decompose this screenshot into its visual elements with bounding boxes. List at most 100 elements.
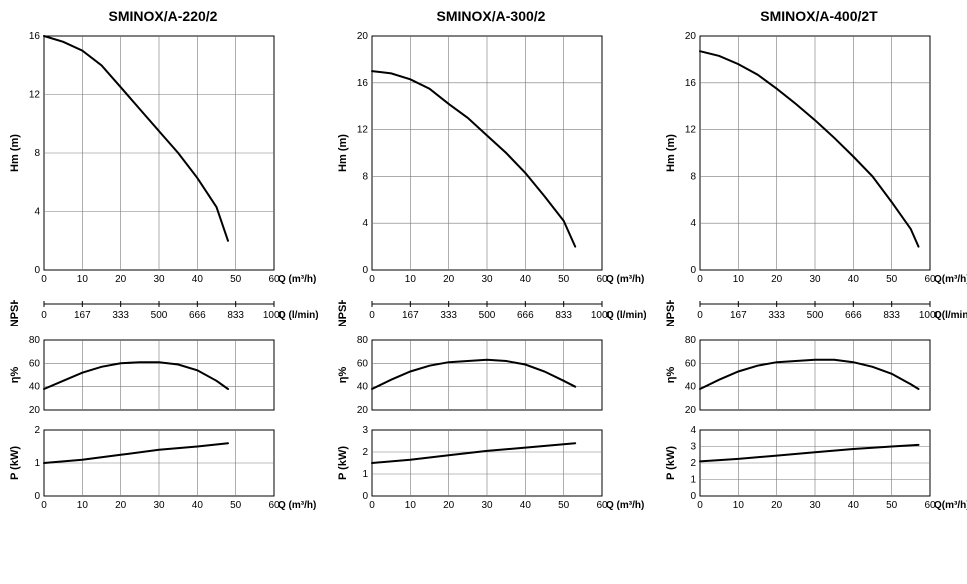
svg-text:666: 666 xyxy=(845,310,862,321)
svg-text:0: 0 xyxy=(690,491,696,502)
svg-text:833: 833 xyxy=(883,310,900,321)
svg-text:Hm (m): Hm (m) xyxy=(337,134,349,172)
svg-text:20: 20 xyxy=(357,31,369,42)
svg-text:16: 16 xyxy=(29,31,41,42)
svg-text:Q (m³/h): Q (m³/h) xyxy=(278,500,316,511)
svg-text:20: 20 xyxy=(29,405,41,416)
svg-text:Q(l/min): Q(l/min) xyxy=(934,310,967,321)
svg-text:0: 0 xyxy=(697,274,703,285)
power-chart: 012340102030405060P (kW)Q(m³/h) xyxy=(664,426,967,516)
svg-text:167: 167 xyxy=(730,310,747,321)
svg-text:833: 833 xyxy=(227,310,244,321)
svg-text:0: 0 xyxy=(697,310,703,321)
svg-text:10: 10 xyxy=(405,500,417,511)
svg-text:4: 4 xyxy=(362,218,368,229)
svg-text:50: 50 xyxy=(230,500,242,511)
svg-text:500: 500 xyxy=(151,310,168,321)
svg-text:50: 50 xyxy=(558,500,570,511)
svg-text:Q (l/min): Q (l/min) xyxy=(606,310,646,321)
svg-text:P (kW): P (kW) xyxy=(665,446,677,480)
pump-column: SMINOX/A-300/20481216200102030405060Hm (… xyxy=(336,8,646,526)
svg-text:10: 10 xyxy=(405,274,417,285)
svg-text:12: 12 xyxy=(685,125,697,136)
svg-text:666: 666 xyxy=(517,310,534,321)
svg-text:4: 4 xyxy=(690,218,696,229)
svg-text:50: 50 xyxy=(558,274,570,285)
svg-text:167: 167 xyxy=(74,310,91,321)
pump-title: SMINOX/A-300/2 xyxy=(336,8,646,24)
svg-text:833: 833 xyxy=(555,310,572,321)
svg-text:30: 30 xyxy=(481,500,493,511)
svg-text:80: 80 xyxy=(685,336,697,346)
svg-text:NPSH: NPSH xyxy=(337,300,349,326)
svg-text:40: 40 xyxy=(192,500,204,511)
svg-text:10: 10 xyxy=(733,500,745,511)
svg-text:12: 12 xyxy=(357,125,369,136)
svg-text:3: 3 xyxy=(362,426,368,436)
svg-text:40: 40 xyxy=(520,274,532,285)
hm-chart: 0481216200102030405060Hm (m)Q (m³/h) xyxy=(336,30,646,290)
svg-text:0: 0 xyxy=(369,310,375,321)
svg-text:20: 20 xyxy=(115,500,127,511)
svg-text:Q (m³/h): Q (m³/h) xyxy=(606,274,644,285)
svg-text:8: 8 xyxy=(690,171,696,182)
svg-text:10: 10 xyxy=(77,500,89,511)
svg-text:40: 40 xyxy=(192,274,204,285)
svg-text:20: 20 xyxy=(357,405,369,416)
svg-text:20: 20 xyxy=(771,274,783,285)
power-chart: 01230102030405060P (kW)Q (m³/h) xyxy=(336,426,646,516)
svg-text:50: 50 xyxy=(230,274,242,285)
svg-text:Hm (m): Hm (m) xyxy=(665,134,677,172)
svg-text:500: 500 xyxy=(807,310,824,321)
svg-text:0: 0 xyxy=(34,265,40,276)
svg-text:2: 2 xyxy=(690,458,696,469)
svg-text:Hm (m): Hm (m) xyxy=(9,134,21,172)
svg-text:8: 8 xyxy=(362,171,368,182)
npsh-axis: 01673335006668331000NPSHQ (l/min) xyxy=(336,300,646,326)
svg-text:50: 50 xyxy=(886,500,898,511)
svg-text:0: 0 xyxy=(41,500,47,511)
svg-text:16: 16 xyxy=(357,78,369,89)
svg-text:1: 1 xyxy=(690,475,696,486)
svg-text:1: 1 xyxy=(34,458,40,469)
svg-text:8: 8 xyxy=(34,148,40,159)
svg-text:60: 60 xyxy=(357,358,369,369)
svg-text:0: 0 xyxy=(362,265,368,276)
svg-text:30: 30 xyxy=(481,274,493,285)
svg-text:40: 40 xyxy=(848,274,860,285)
svg-text:η%: η% xyxy=(665,367,677,384)
svg-text:10: 10 xyxy=(733,274,745,285)
efficiency-chart: 20406080η% xyxy=(664,336,967,416)
svg-text:NPSH: NPSH xyxy=(665,300,677,326)
svg-text:80: 80 xyxy=(357,336,369,346)
svg-text:3: 3 xyxy=(690,442,696,453)
power-chart: 0120102030405060P (kW)Q (m³/h) xyxy=(8,426,318,516)
svg-text:40: 40 xyxy=(357,382,369,393)
npsh-axis: 01673335006668331000NPSHQ(l/min) xyxy=(664,300,967,326)
svg-text:80: 80 xyxy=(29,336,41,346)
pump-column: SMINOX/A-220/204812160102030405060Hm (m)… xyxy=(8,8,318,526)
svg-text:20: 20 xyxy=(685,405,697,416)
svg-text:NPSH: NPSH xyxy=(9,300,21,326)
svg-text:333: 333 xyxy=(112,310,129,321)
svg-text:4: 4 xyxy=(690,426,696,436)
svg-text:Q(m³/h): Q(m³/h) xyxy=(934,500,967,511)
svg-text:167: 167 xyxy=(402,310,419,321)
svg-text:500: 500 xyxy=(479,310,496,321)
svg-text:0: 0 xyxy=(362,491,368,502)
svg-text:4: 4 xyxy=(34,207,40,218)
svg-text:P (kW): P (kW) xyxy=(337,446,349,480)
svg-text:1: 1 xyxy=(362,469,368,480)
hm-chart: 04812160102030405060Hm (m)Q (m³/h) xyxy=(8,30,318,290)
pump-title: SMINOX/A-400/2T xyxy=(664,8,967,24)
efficiency-chart: 20406080η% xyxy=(8,336,318,416)
svg-text:30: 30 xyxy=(153,500,165,511)
svg-text:0: 0 xyxy=(369,274,375,285)
npsh-axis: 01673335006668331000NPSHQ (l/min) xyxy=(8,300,318,326)
svg-text:40: 40 xyxy=(520,500,532,511)
svg-text:0: 0 xyxy=(690,265,696,276)
svg-text:20: 20 xyxy=(771,500,783,511)
svg-text:666: 666 xyxy=(189,310,206,321)
svg-text:Q (m³/h): Q (m³/h) xyxy=(606,500,644,511)
svg-text:20: 20 xyxy=(115,274,127,285)
